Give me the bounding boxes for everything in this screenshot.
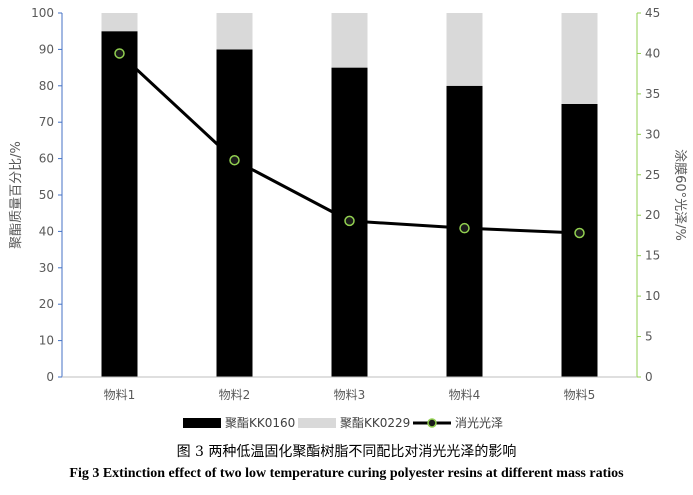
legend-label-1: 聚酯KK0160 <box>225 416 295 430</box>
y-right-tick-label: 10 <box>645 289 660 303</box>
y-left-tick-label: 0 <box>46 370 54 384</box>
y-right-tick-label: 40 <box>645 46 660 60</box>
bar-1-1 <box>101 31 138 377</box>
y-left-tick-label: 10 <box>39 334 54 348</box>
x-tick-label: 物料1 <box>104 388 136 402</box>
figure-caption-english: Fig 3 Extinction effect of two low tempe… <box>69 466 624 481</box>
y-left-tick-label: 40 <box>39 224 54 238</box>
legend-label-3: 消光光泽 <box>455 416 503 430</box>
x-tick-label: 物料2 <box>219 388 251 402</box>
line-point-5 <box>574 227 585 239</box>
legend: 聚酯KK0160 聚酯KK0229 消光光泽 <box>183 416 503 430</box>
y-left-tick-label: 70 <box>39 115 54 129</box>
bars-layer <box>101 13 598 378</box>
legend-swatch-1 <box>183 418 221 428</box>
bar-2-2 <box>216 13 253 50</box>
bar-2-5 <box>561 13 598 104</box>
x-tick-label: 物料5 <box>564 388 596 402</box>
x-tick-label: 物料4 <box>449 388 481 402</box>
y-left-tick-label: 50 <box>39 188 54 202</box>
line-layer <box>114 48 585 239</box>
y-left-tick-label: 20 <box>39 297 54 311</box>
legend-label-2: 聚酯KK0229 <box>340 416 410 430</box>
chart: 0 10 20 30 40 50 60 70 80 90 100 0 5 10 15 20 25 30 35 40 45… <box>9 6 688 430</box>
y-right-tick-label: 15 <box>645 249 660 263</box>
legend-marker-3 <box>427 418 437 428</box>
y-right-tick-label: 25 <box>645 168 660 182</box>
y-left-tick-label: 60 <box>39 152 54 166</box>
bar-2-4 <box>446 13 483 86</box>
y-left-tick-label: 90 <box>39 42 54 56</box>
y-right-tick-label: 5 <box>645 330 653 344</box>
legend-swatch-2 <box>298 418 336 428</box>
x-tick-label: 物料3 <box>334 388 366 402</box>
y-axis-right-title: 涂膜60°光泽/% <box>672 149 688 241</box>
y-right-tick-label: 0 <box>645 370 653 384</box>
line-point-3 <box>344 215 355 227</box>
line-point-4 <box>459 222 470 234</box>
y-left-tick-label: 30 <box>39 261 54 275</box>
y-right-tick-label: 35 <box>645 87 660 101</box>
line-point-1 <box>114 48 125 59</box>
figure-caption-chinese: 图 3 两种低温固化聚酯树脂不同配比对消光光泽的影响 <box>176 444 517 460</box>
y-axis-left-title: 聚酯质量百分比/% <box>9 141 24 249</box>
line-point-2 <box>229 154 240 166</box>
bar-2-3 <box>331 13 368 68</box>
y-right-tick-label: 20 <box>645 208 660 222</box>
bar-1-2 <box>216 49 253 378</box>
bar-2-1 <box>101 13 138 32</box>
y-right-tick-label: 30 <box>645 127 660 141</box>
y-left-tick-label: 80 <box>39 79 54 93</box>
axes-layer: 0 10 20 30 40 50 60 70 80 90 100 0 5 10 15 20 25 30 35 40 45… <box>9 6 688 402</box>
y-left-tick-label: 100 <box>31 6 54 20</box>
bar-1-5 <box>561 104 598 377</box>
y-right-tick-label: 45 <box>645 6 660 20</box>
